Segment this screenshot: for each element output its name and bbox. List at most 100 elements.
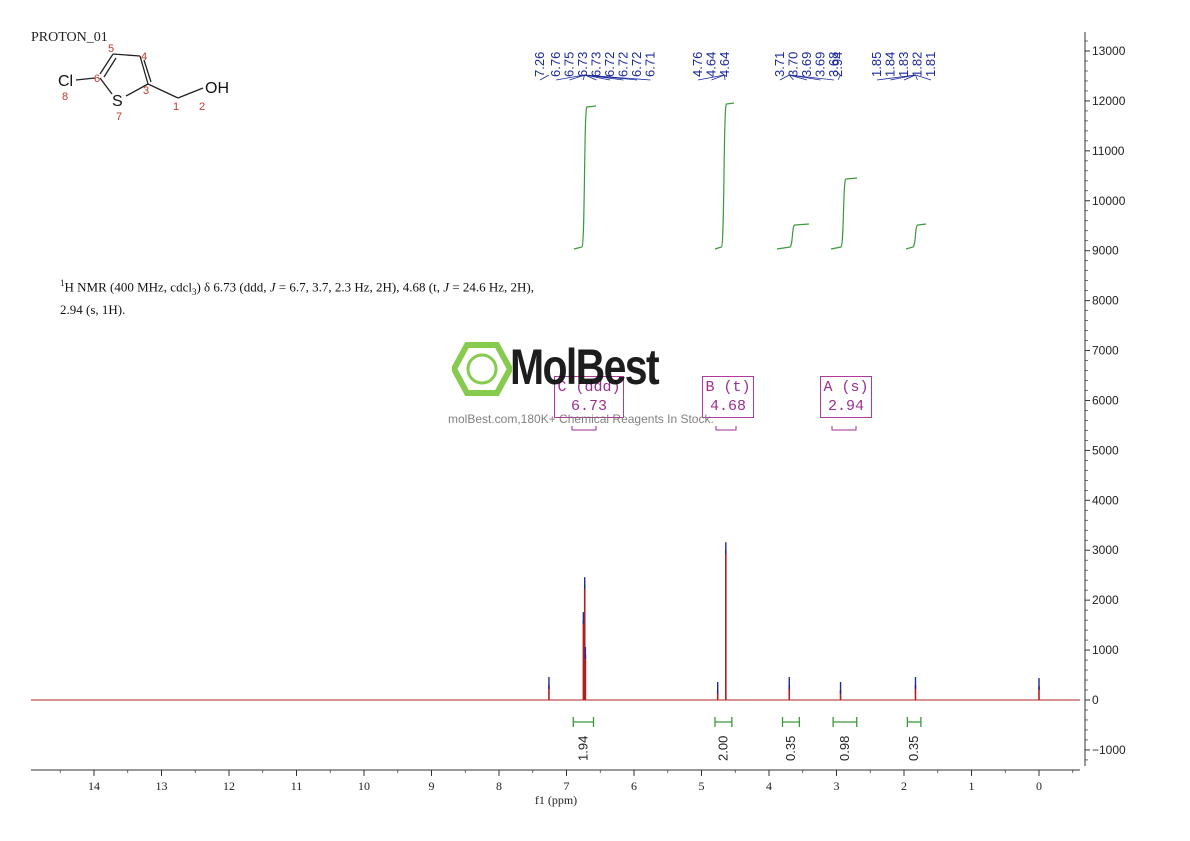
peak-box-a: A (s) 2.94 — [820, 376, 872, 418]
peak-shift-label: 3.69 — [813, 52, 828, 77]
peak-shift-label: 6.72 — [602, 52, 617, 77]
peak-label-leader — [915, 74, 932, 81]
peak-shift-label: 7.26 — [532, 52, 547, 77]
peak-box-shift: 6.73 — [570, 398, 607, 415]
molecule-structure: Cl 8 6 5 4 3 S 7 1 OH 2 — [58, 43, 229, 123]
watermark-tagline: molBest.com,180K+ Chemical Reagents In S… — [448, 412, 714, 426]
x-tick-label: 6 — [631, 779, 637, 793]
integral-value-label: 0.98 — [837, 736, 852, 761]
x-tick-label: 0 — [1036, 779, 1042, 793]
y-tick-label: 6000 — [1092, 393, 1119, 407]
atom-1-index: 1 — [173, 101, 179, 113]
peak-shift-label: 3.71 — [772, 52, 787, 77]
atom-6-index: 6 — [94, 73, 100, 85]
peak-label-leader — [915, 74, 918, 81]
peak-shift-label: 1.85 — [869, 52, 884, 77]
peak-shift-label: 1.82 — [910, 52, 925, 77]
y-tick-label: 1000 — [1092, 643, 1119, 657]
peak-box-bracket — [715, 426, 737, 431]
peak-shift-label: 3.69 — [799, 52, 814, 77]
peak-label-leader — [890, 74, 916, 81]
atom-oh: OH — [205, 80, 229, 97]
peak-shift-label: 6.72 — [629, 52, 644, 77]
atom-5-index: 5 — [108, 43, 114, 55]
y-tick-label: 2000 — [1092, 593, 1119, 607]
peak-box-c: C (ddd) 6.73 — [554, 376, 624, 418]
y-tick-label: 12000 — [1092, 94, 1126, 108]
x-tick-label: 8 — [496, 779, 502, 793]
atom-4-index: 4 — [141, 51, 147, 63]
x-tick-label: 5 — [699, 779, 705, 793]
x-tick-label: 11 — [291, 779, 303, 793]
integral-curve — [573, 105, 597, 250]
watermark-name: MolBest — [510, 339, 660, 395]
atom-cl-index: 8 — [62, 91, 68, 103]
peak-label-leader — [711, 74, 725, 81]
atom-s-index: 7 — [116, 111, 122, 123]
peak-shift-label: 6.75 — [562, 52, 577, 77]
benzene-logo-icon — [452, 342, 512, 396]
peak-label-leader — [837, 74, 841, 81]
peak-shift-label: 2.94 — [830, 52, 845, 77]
nmr-text-part: ) δ 6.73 (ddd, — [196, 279, 270, 295]
x-tick-label: 2 — [901, 779, 907, 793]
peak-shift-label: 6.73 — [589, 52, 604, 77]
x-tick-label: 14 — [88, 779, 100, 793]
peak-box-b: B (t) 4.68 — [702, 376, 754, 418]
nmr-text-part: = 6.7, 3.7, 2.3 Hz, 2H), 4.68 (t, — [275, 279, 444, 295]
x-tick-label: 12 — [223, 779, 235, 793]
nmr-text-part: = 24.6 Hz, 2H), — [448, 279, 534, 295]
nucleus-superscript: 1 — [60, 278, 65, 288]
peak-label-leader — [697, 74, 725, 81]
atom-cl: Cl — [58, 73, 73, 90]
nmr-description: 1H NMR (400 MHz, cdcl3) δ 6.73 (ddd, J =… — [60, 274, 660, 319]
peak-label-leader — [584, 74, 597, 81]
spectrum-title: PROTON_01 — [31, 30, 108, 45]
peak-label-leader — [584, 74, 651, 81]
peak-box-shift: 4.68 — [709, 398, 746, 415]
peak-label-leader — [876, 74, 916, 81]
peak-shift-label: 6.73 — [575, 52, 590, 77]
y-tick-label: 7000 — [1092, 344, 1119, 358]
peak-label-leader — [789, 74, 835, 81]
peak-box-shift: 2.94 — [827, 398, 864, 415]
peak-shift-label: 1.83 — [896, 52, 911, 77]
peak-label-leader — [788, 74, 794, 81]
peak-shift-label: 4.64 — [717, 52, 732, 77]
x-tick-label: 3 — [834, 779, 840, 793]
nmr-text-part: H NMR (400 MHz, cdcl — [64, 279, 192, 295]
integral-curve — [776, 223, 810, 250]
y-tick-label: −1000 — [1092, 743, 1126, 757]
peak-shift-label: 6.72 — [616, 52, 631, 77]
y-tick-label: 10000 — [1092, 194, 1126, 208]
peak-box-bracket — [831, 426, 857, 431]
integral-curve — [714, 102, 735, 250]
peak-box-bracket — [571, 426, 597, 431]
peak-shift-label: 6.71 — [643, 52, 658, 77]
x-tick-label: 9 — [429, 779, 435, 793]
peak-label-leader — [539, 74, 550, 81]
peak-box-label: B (t) — [705, 379, 751, 396]
peak-shift-label: 3.68 — [826, 52, 841, 77]
y-tick-label: 11000 — [1092, 144, 1125, 158]
coupling-symbol: J — [443, 279, 449, 295]
integral-value-label: 2.00 — [715, 736, 730, 761]
peak-label-leader — [779, 74, 790, 81]
integral-curve — [830, 177, 858, 250]
coupling-symbol: J — [269, 279, 276, 295]
peak-shift-label: 3.70 — [786, 52, 801, 77]
integral-value-label: 1.94 — [575, 736, 590, 761]
peak-shift-label: 1.84 — [883, 52, 898, 77]
solvent-subscript: 3 — [191, 286, 197, 297]
atom-3-index: 3 — [143, 85, 149, 97]
y-tick-label: 8000 — [1092, 294, 1119, 308]
peak-label-leader — [903, 74, 916, 81]
x-tick-label: 4 — [766, 779, 772, 793]
peak-shift-label: 4.64 — [704, 52, 719, 77]
peak-label-leader — [724, 74, 726, 81]
x-tick-label: 7 — [564, 779, 570, 793]
atom-oh-index: 2 — [199, 101, 205, 113]
y-tick-label: 3000 — [1092, 543, 1119, 557]
